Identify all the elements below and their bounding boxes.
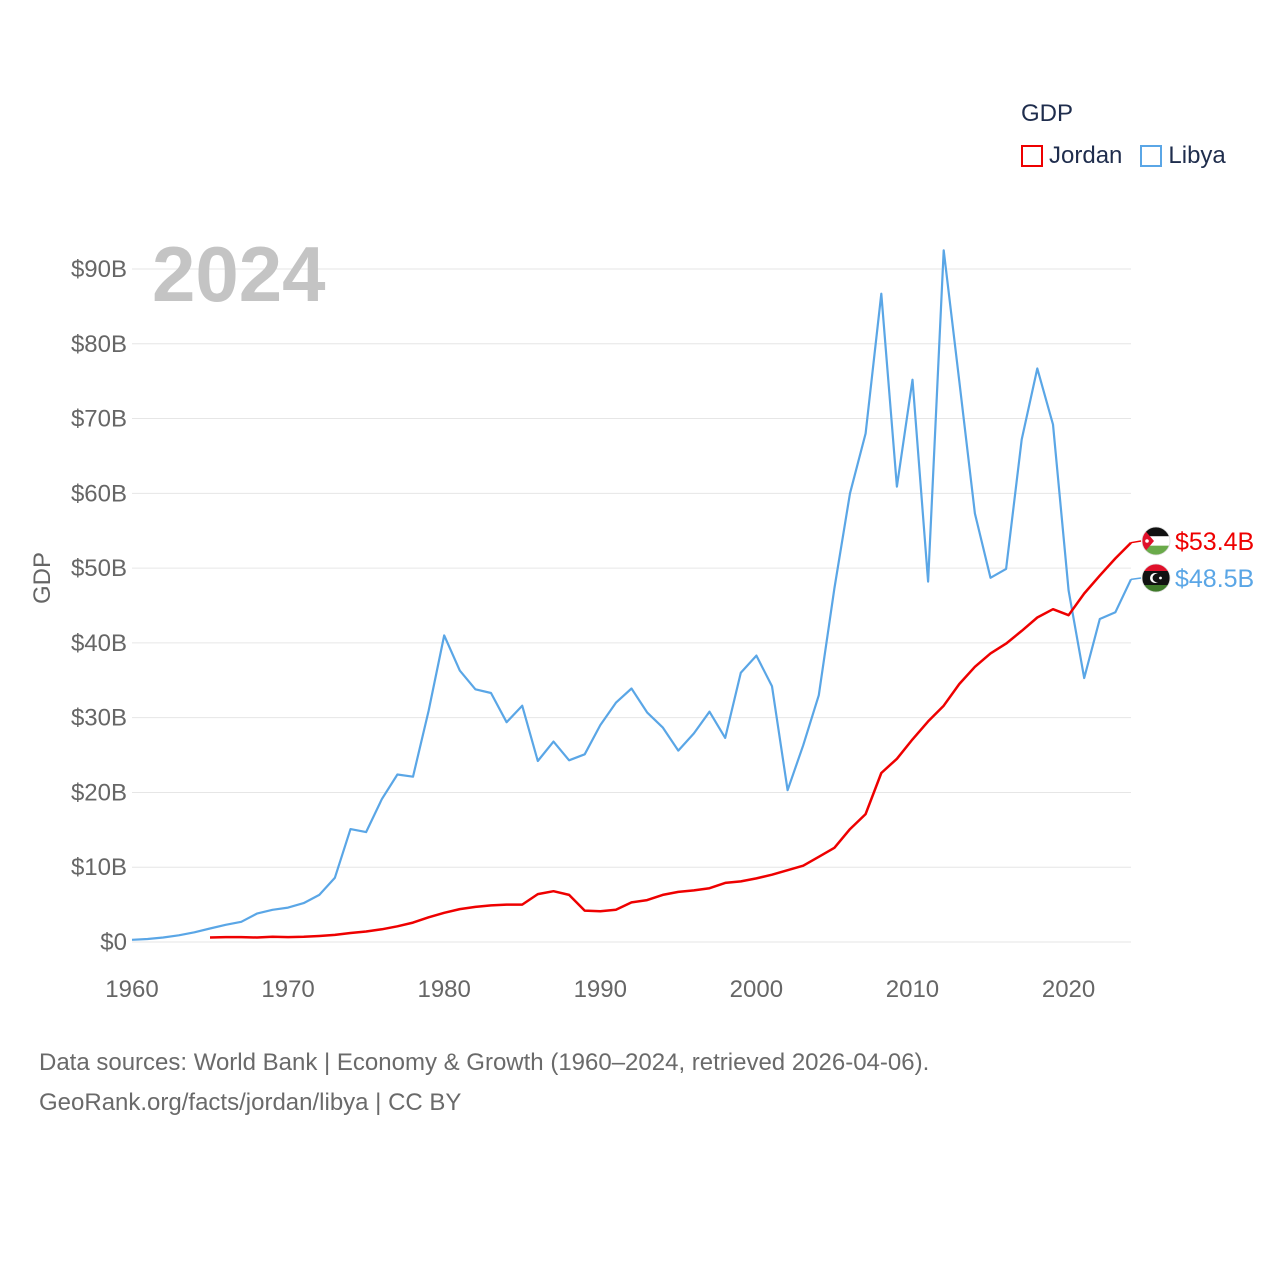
end-marker-libya: $48.5B (1130, 563, 1254, 593)
x-tick-label: 1980 (417, 976, 470, 1003)
legend-swatch-jordan (1021, 145, 1043, 167)
x-tick-label: 2010 (886, 976, 939, 1003)
series-line-libya[interactable] (131, 249, 1132, 941)
footer-sources: Data sources: World Bank | Economy & Gro… (39, 1049, 930, 1076)
x-tick-label: 1990 (574, 976, 627, 1003)
y-tick-label: $50B (71, 555, 127, 582)
x-tick-label: 1970 (261, 976, 314, 1003)
y-tick-label: $20B (71, 779, 127, 806)
legend-item-libya[interactable]: Libya (1140, 142, 1226, 170)
end-value-label-jordan: $53.4B (1175, 528, 1254, 556)
legend-title: GDP (1021, 100, 1074, 127)
series-line-jordan[interactable] (209, 541, 1132, 939)
legend: Jordan Libya (1021, 142, 1244, 170)
y-axis-label: GDP (29, 552, 56, 604)
footer: Data sources: World Bank | Economy & Gro… (39, 1043, 929, 1123)
y-tick-label: $10B (71, 854, 127, 881)
legend-label-libya: Libya (1168, 142, 1226, 169)
x-tick-label: 1960 (105, 976, 158, 1003)
end-value-label-libya: $48.5B (1175, 565, 1254, 593)
legend-item-jordan[interactable]: Jordan (1021, 142, 1122, 170)
end-connector (1130, 577, 1142, 581)
year-label: 2024 (152, 230, 326, 318)
y-tick-label: $70B (71, 406, 127, 433)
y-axis-ticks: $0 $10B $20B $30B $40B $50B $60B $70B $80B $90B (71, 256, 127, 956)
y-tick-label: $40B (71, 630, 127, 657)
y-tick-label: $0 (100, 929, 127, 956)
y-tick-label: $80B (71, 331, 127, 358)
grid-lines (132, 268, 1131, 943)
legend-label-jordan: Jordan (1049, 142, 1123, 169)
end-marker-jordan: $53.4B (1130, 526, 1254, 556)
y-tick-label: $90B (71, 256, 127, 283)
footer-link[interactable]: GeoRank.org/facts/jordan/libya | CC BY (39, 1089, 462, 1116)
end-connector (1130, 540, 1142, 544)
x-tick-label: 2020 (1042, 976, 1095, 1003)
libya-flag-icon (1141, 563, 1171, 593)
x-tick-label: 2000 (730, 976, 783, 1003)
end-markers: $53.4B $48.5B (1130, 526, 1254, 593)
legend-swatch-libya (1140, 145, 1163, 167)
series-lines (131, 249, 1132, 941)
x-axis-ticks: 1960 1970 1980 1990 2000 2010 2020 (105, 976, 1095, 1003)
jordan-flag-icon (1141, 526, 1171, 556)
y-tick-label: $60B (71, 480, 127, 507)
y-tick-label: $30B (71, 705, 127, 732)
